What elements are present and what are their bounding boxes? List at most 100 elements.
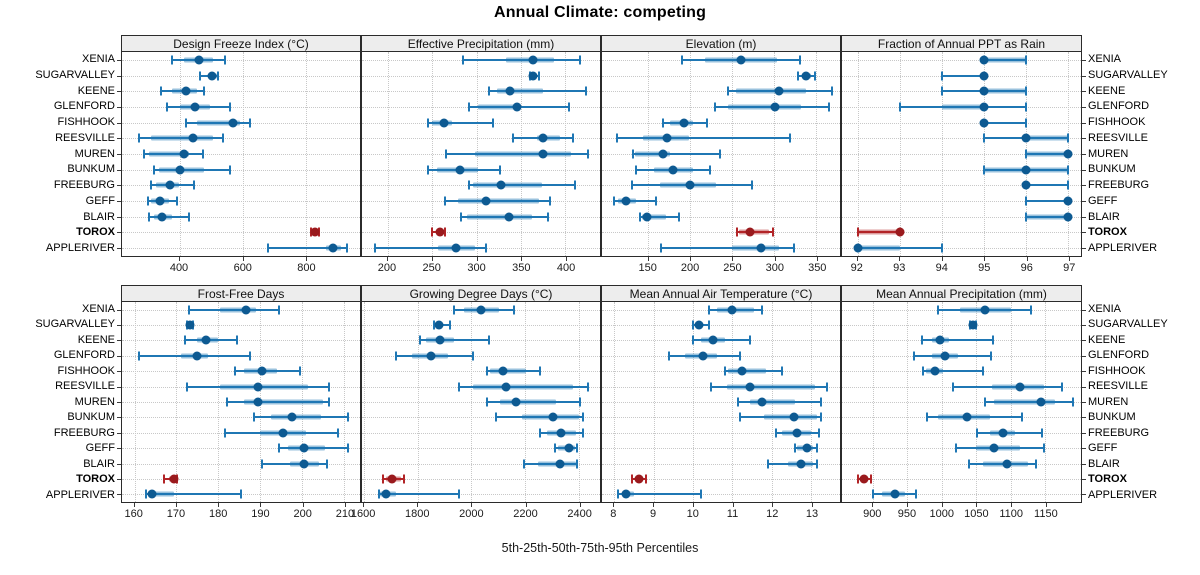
median-dot [792,428,802,438]
whisker-cap [553,443,556,453]
axis-tick [732,257,734,261]
percentile-whisker [144,153,203,155]
whisker-cap [462,55,465,65]
whisker-cap [491,118,494,128]
whisker-cap [347,443,350,453]
gridline-horizontal [842,432,1081,434]
axis-tick [260,503,262,507]
percentile-whisker [660,247,794,250]
axis-tick [732,503,734,507]
whisker-cap [1025,149,1028,159]
gridline-horizontal [362,463,600,465]
station-label: TOROX [76,226,115,239]
whisker-cap [201,149,204,159]
median-dot [501,382,511,392]
panel-x-axis: 8 9 10 11 12 13 [601,503,841,525]
whisker-cap [537,71,540,81]
gridline-horizontal [122,325,360,327]
axis-tick-label: 800 [297,262,316,274]
whisker-cap [638,212,641,222]
median-dot [439,118,449,128]
axis-tick-label: 200 [680,262,700,274]
axis-tick [1011,503,1013,507]
whisker-cap [487,86,490,96]
row-tick [117,371,121,373]
row-tick [117,154,121,155]
percentile-whisker [1026,184,1069,187]
panel-mean-annual-air-temperature: Mean Annual Air Temperature (°C) 8 9 10 11 1… [601,285,841,525]
row-tick [1082,355,1086,357]
row-tick [1082,248,1086,250]
gridline-horizontal [122,185,360,187]
median-dot [548,412,558,422]
median-dot [658,149,668,159]
station-label: KEENE [1088,333,1126,346]
whisker-cap [486,397,489,407]
panel-x-axis: 160 170 180 190 200 210 [121,503,361,525]
median-dot [757,397,767,407]
station-label: SUGARVALLEY [1088,68,1168,81]
station-label: BUNKUM [1088,163,1136,176]
median-dot [496,180,506,190]
axis-tick [653,503,655,507]
axis-tick [476,257,478,261]
percentile-whisker [914,354,992,357]
gridline-horizontal [842,201,1081,203]
station-label: XENIA [81,303,115,315]
axis-tick-label: 350 [512,262,531,274]
row-tick [117,463,121,465]
median-dot [181,86,191,96]
panel-strip-title: Mean Annual Air Temperature (°C) [601,285,841,302]
axis-tick [302,503,304,507]
row-tick [117,122,121,124]
axis-tick [179,257,180,261]
whisker-cap [485,243,488,253]
whisker-cap [631,180,634,190]
row-tick [1082,325,1086,327]
axis-tick [817,257,819,261]
station-label: FISHHOOK [1088,116,1146,129]
row-tick [117,355,121,357]
whisker-cap [176,196,179,206]
axis-tick-label: 2400 [567,508,592,520]
gridline-horizontal [602,402,840,403]
median-dot [175,165,185,175]
axis-tick [613,503,615,507]
whisker-cap [820,412,823,422]
whisker-cap [749,335,752,345]
whisker-cap [825,382,828,392]
whisker-cap [699,489,702,499]
station-label: BUNKUM [67,163,115,176]
row-tick [1082,138,1086,140]
panel-strip-title: Fraction of Annual PPT as Rain [841,35,1082,52]
axis-tick [1045,503,1047,507]
percentile-whisker [633,153,720,155]
row-tick [117,325,121,327]
gridline-horizontal [122,417,360,419]
median-dot [556,428,566,438]
row-tick [117,478,121,480]
percentile-caption: 5th-25th-50th-75th-95th Percentiles [501,541,699,555]
whisker-cap [940,71,943,81]
station-label: BUNKUM [1088,411,1136,424]
median-dot [476,305,486,315]
whisker-cap [572,133,575,143]
percentile-whisker [235,370,301,373]
whisker-cap [579,397,582,407]
median-dot [789,412,798,422]
axis-tick [647,257,649,261]
station-label: FREEBURG [1088,426,1150,439]
gridline-horizontal [602,75,840,77]
median-dot [504,212,514,222]
median-dot [1021,133,1031,143]
axis-tick [1069,257,1071,261]
whisker-cap [458,382,461,392]
axis-tick-label: 210 [335,508,355,520]
whisker-cap [236,335,239,345]
panel-fraction-ppt-as-rain: Fraction of Annual PPT as Rain 92 93 94 95 9… [841,35,1086,279]
axis-tick-label: 190 [251,508,270,520]
gridline-horizontal [362,75,600,77]
median-dot [694,320,704,330]
percentile-whisker [618,493,701,496]
